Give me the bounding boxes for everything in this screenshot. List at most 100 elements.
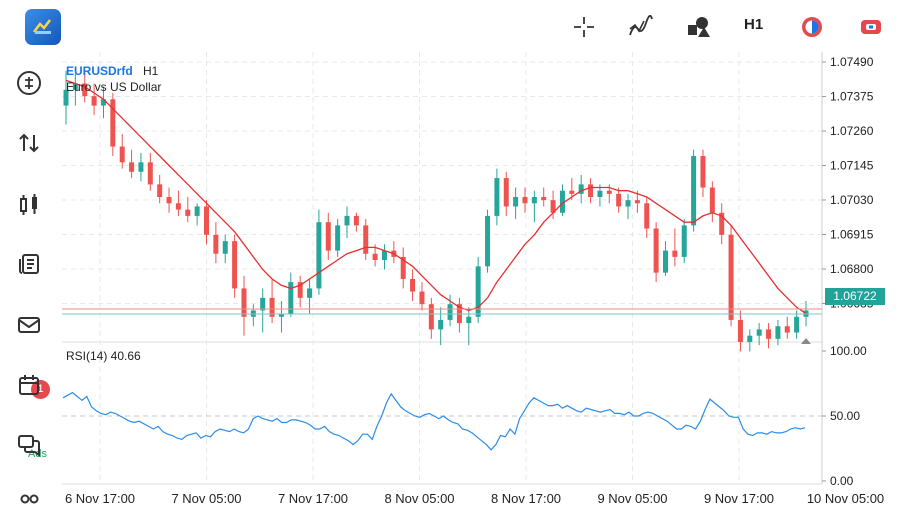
- candle-body: [307, 288, 313, 298]
- candle-body: [597, 190, 603, 197]
- candle: [794, 310, 800, 339]
- time-tick-label: 8 Nov 17:00: [491, 491, 561, 506]
- candle: [513, 187, 519, 220]
- top-toolbar: H1: [0, 0, 900, 52]
- candle: [625, 193, 631, 220]
- symbol-description: Euro vs US Dollar: [66, 80, 162, 94]
- candle-body: [541, 197, 547, 201]
- candle: [784, 316, 790, 339]
- candle-body: [775, 326, 781, 339]
- price-tick-label: 1.07145: [830, 159, 874, 173]
- candle: [494, 168, 500, 226]
- candle: [522, 187, 528, 213]
- candle-body: [737, 319, 743, 342]
- timeframe-button[interactable]: H1: [744, 16, 764, 33]
- candle-body: [241, 288, 247, 317]
- candle: [278, 301, 284, 333]
- price-tick-label: 1.07490: [830, 55, 874, 69]
- messages-icon[interactable]: [16, 312, 42, 338]
- chart-candles-icon[interactable]: [16, 192, 42, 218]
- candle: [138, 152, 144, 182]
- candle-body: [175, 203, 181, 210]
- candle: [91, 83, 97, 116]
- calendar-icon[interactable]: [16, 372, 42, 398]
- candle: [588, 178, 594, 204]
- candle-body: [372, 253, 378, 261]
- candle-body: [335, 225, 341, 251]
- candle-body: [559, 190, 565, 213]
- trade-icon[interactable]: [799, 14, 825, 40]
- objects-icon[interactable]: [686, 14, 712, 40]
- candle: [307, 278, 313, 314]
- candle-body: [119, 146, 125, 163]
- candle-body: [550, 200, 556, 213]
- candle-body: [344, 215, 350, 226]
- candle-body: [147, 162, 153, 185]
- price-tick-label: 1.07030: [830, 193, 874, 207]
- candle: [616, 187, 622, 213]
- candle-body: [531, 197, 537, 204]
- time-tick-label: 7 Nov 05:00: [171, 491, 241, 506]
- candle: [466, 307, 472, 346]
- candle: [766, 323, 772, 349]
- candle-body: [138, 162, 144, 172]
- candle: [260, 288, 266, 333]
- rsi-label: RSI(14) 40.66: [66, 349, 141, 363]
- candle-body: [756, 329, 762, 336]
- candle-body: [232, 241, 238, 289]
- candle-body: [353, 215, 359, 226]
- candle: [297, 275, 303, 308]
- candle: [756, 323, 762, 346]
- candle: [700, 149, 706, 197]
- candle: [428, 297, 434, 339]
- candle-body: [569, 190, 575, 194]
- candle: [325, 212, 331, 261]
- candle: [485, 209, 491, 273]
- price-tick-label: 1.07260: [830, 124, 874, 138]
- candle-body: [700, 156, 706, 188]
- trade-arrows-icon[interactable]: [16, 130, 42, 156]
- candle-body: [691, 156, 697, 226]
- candle-body: [653, 228, 659, 273]
- candle: [550, 190, 556, 220]
- candle-body: [185, 209, 191, 216]
- candle-body: [381, 250, 387, 261]
- indicators-icon[interactable]: [628, 14, 654, 40]
- rsi-tick-label: 0.00: [830, 474, 854, 488]
- candle: [232, 234, 238, 298]
- chat-icon[interactable]: [16, 432, 42, 458]
- candle: [578, 174, 584, 204]
- time-tick-label: 9 Nov 05:00: [597, 491, 667, 506]
- app-logo: [25, 9, 61, 45]
- candle: [344, 206, 350, 238]
- symbol-timeframe: H1: [143, 64, 159, 78]
- time-tick-label: 6 Nov 17:00: [65, 491, 135, 506]
- symbol-name[interactable]: EURUSDrfd: [66, 64, 133, 78]
- crosshair-icon[interactable]: [571, 14, 597, 40]
- candle-body: [110, 99, 116, 147]
- candle: [447, 294, 453, 327]
- candle-body: [503, 178, 509, 207]
- time-tick-label: 8 Nov 05:00: [384, 491, 454, 506]
- history-icon[interactable]: [16, 251, 42, 277]
- candle-body: [129, 162, 135, 172]
- candle-body: [466, 316, 472, 324]
- candle: [438, 307, 444, 346]
- candle-body: [297, 282, 303, 298]
- candle: [559, 184, 565, 216]
- candle-body: [222, 241, 228, 254]
- candle: [241, 275, 247, 336]
- candle-body: [213, 234, 219, 254]
- time-tick-label: 10 Nov 05:00: [807, 491, 884, 506]
- candle-body: [166, 197, 172, 204]
- candle: [129, 149, 135, 179]
- candle-body: [100, 99, 106, 106]
- candle-body: [719, 212, 725, 235]
- candle-body: [784, 326, 790, 333]
- account-icon[interactable]: [858, 14, 884, 40]
- community-icon[interactable]: [16, 490, 42, 516]
- candle: [335, 219, 341, 257]
- quotes-icon[interactable]: [16, 70, 42, 96]
- candle: [110, 92, 116, 157]
